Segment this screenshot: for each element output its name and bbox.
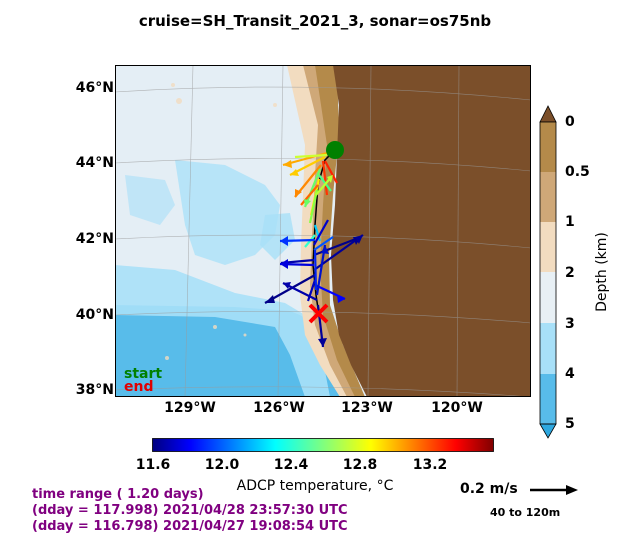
lon-label-120: 120°W [431,400,483,416]
end-marker [308,303,329,324]
velocity-scale-arrow [530,485,578,495]
temp-tick-13-2: 13.2 [412,457,448,473]
depth-tick-1: 1 [565,214,575,230]
time-range-text: time range ( 1.20 days) [32,487,204,502]
depth-tick-0-5: 0.5 [565,164,590,180]
temp-tick-12-4: 12.4 [273,457,309,473]
velocity-depth-range: 40 to 120m [490,506,561,519]
depth-tick-5: 5 [565,416,575,432]
shelf-light [287,65,355,397]
legend-end: end [124,379,154,395]
dday-end-text: (dday = 117.998) 2021/04/28 23:57:30 UTC [32,503,348,518]
lat-label-42: 42°N [75,231,114,247]
depth-tick-4: 4 [565,366,575,382]
depth-tick-0: 0 [565,114,575,130]
lon-label-126: 126°W [253,400,305,416]
graticule [115,65,531,397]
plot-title: cruise=SH_Transit_2021_3, sonar=os75nb [138,12,492,30]
velocity-scale-label: 0.2 m/s [460,481,518,497]
lat-label-40: 40°N [75,307,114,323]
depth-tick-2: 2 [565,265,575,281]
lat-label-44: 44°N [75,155,114,171]
temp-tick-12-8: 12.8 [342,457,378,473]
depth-colorbar-label: Depth (km) [594,232,610,312]
map-panel [115,65,531,397]
depth-tick-3: 3 [565,316,575,332]
temperature-colorbar [152,438,494,452]
depth-colorbar [539,105,557,439]
temp-tick-12-0: 12.0 [204,457,240,473]
temp-tick-11-6: 11.6 [135,457,171,473]
lat-label-46: 46°N [75,80,114,96]
land-mass [331,65,531,397]
lon-label-123: 123°W [341,400,393,416]
lat-label-38: 38°N [75,382,114,398]
lon-label-129: 129°W [164,400,216,416]
start-marker [326,141,344,159]
adcp-arrowheads [265,160,363,347]
legend-start: start [124,366,163,382]
temp-colorbar-label: ADCP temperature, °C [236,478,394,494]
dday-start-text: (dday = 116.798) 2021/04/27 19:08:54 UTC [32,519,348,534]
